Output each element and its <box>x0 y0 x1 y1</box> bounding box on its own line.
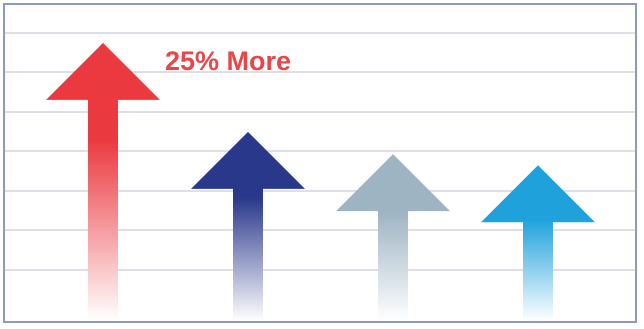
arrow-series <box>46 42 595 321</box>
chart-plot-area: 25% More <box>5 32 635 321</box>
arrow-bar-4 <box>481 165 595 321</box>
arrow-bar-3 <box>336 154 450 321</box>
annotation-label: 25% More <box>165 46 291 76</box>
arrow-bar-2 <box>191 131 305 321</box>
chart-frame: 25% More <box>3 3 637 323</box>
arrow-bar-1 <box>46 42 160 321</box>
